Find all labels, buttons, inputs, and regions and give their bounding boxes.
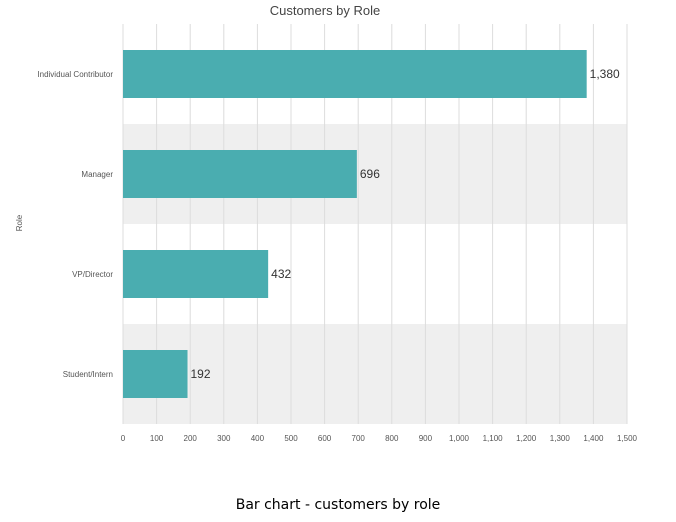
category-label: Student/Intern (63, 370, 113, 379)
x-tick-label: 700 (352, 434, 366, 443)
x-tick-label: 200 (184, 434, 198, 443)
bars: 1,380 696 432 192 (123, 50, 620, 398)
data-label: 192 (191, 367, 211, 381)
x-tick-label: 0 (121, 434, 126, 443)
x-tick-label: 500 (284, 434, 298, 443)
x-tick-label: 100 (150, 434, 164, 443)
x-tick-label: 1,300 (550, 434, 571, 443)
background-bands (123, 124, 627, 424)
category-label: VP/Director (72, 270, 113, 279)
category-label: Manager (81, 170, 113, 179)
x-tick-label: 600 (318, 434, 332, 443)
figure-caption: Bar chart - customers by role (235, 497, 441, 513)
category-labels: Individual Contributor Manager VP/Director… (37, 70, 113, 379)
bar (123, 350, 188, 398)
x-tick-labels: 0 100 200 300 400 500 600 700 800 900 1,000 1,100 1,… (121, 434, 638, 443)
x-tick-label: 1,400 (583, 434, 604, 443)
x-tick-label: 1,200 (516, 434, 537, 443)
bar (123, 250, 269, 298)
x-tick-label: 300 (217, 434, 231, 443)
x-tick-label: 400 (251, 434, 265, 443)
y-axis-title: Role (15, 214, 24, 231)
bar-chart: Customers by Role Role 1,380 696 432 192 In… (15, 3, 638, 443)
bar (123, 150, 357, 198)
x-tick-label: 1,000 (449, 434, 470, 443)
x-tick-label: 800 (385, 434, 399, 443)
data-label: 1,380 (590, 67, 620, 81)
band-3 (123, 324, 627, 424)
x-tick-label: 900 (419, 434, 433, 443)
data-label: 432 (271, 267, 291, 281)
bar (123, 50, 587, 98)
x-tick-label: 1,100 (483, 434, 504, 443)
data-label: 696 (360, 167, 380, 181)
category-label: Individual Contributor (37, 70, 113, 79)
x-tick-label: 1,500 (617, 434, 638, 443)
chart-title: Customers by Role (270, 3, 381, 18)
